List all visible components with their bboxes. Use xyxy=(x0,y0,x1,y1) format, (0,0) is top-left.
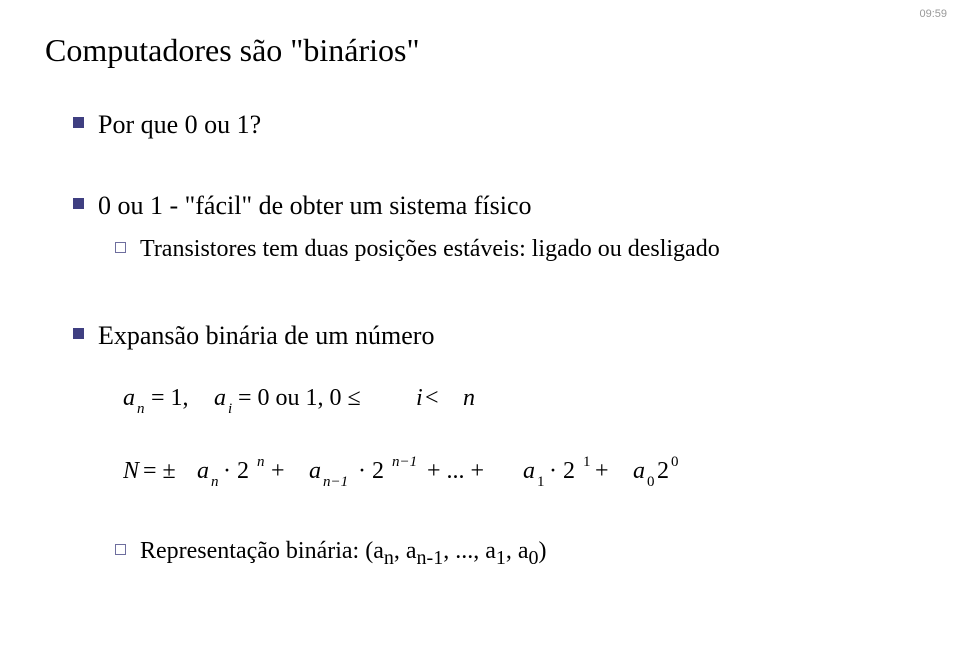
svg-text:= 1,: = 1, xyxy=(151,385,189,411)
sub-bullet-marker xyxy=(115,242,126,253)
svg-text:· 2: · 2 xyxy=(223,458,249,484)
bullet-text-1: Por que 0 ou 1? xyxy=(98,107,261,142)
formula-1-svg: a n = 1, a i = 0 ou 1, 0 ≤ i < n xyxy=(123,383,543,417)
svg-text:2: 2 xyxy=(657,458,669,484)
svg-text:a: a xyxy=(523,458,535,484)
svg-text:1: 1 xyxy=(583,454,591,470)
svg-text:n−1: n−1 xyxy=(323,474,348,490)
rep-sub-n: n xyxy=(384,546,394,568)
timestamp: 09:59 xyxy=(919,8,947,20)
svg-text:1: 1 xyxy=(537,474,545,490)
svg-text:<: < xyxy=(425,385,439,411)
svg-text:n−1: n−1 xyxy=(392,454,417,470)
sub-bullet-text-2a: Transistores tem duas posições estáveis:… xyxy=(140,233,720,265)
sub-bullet-item-2a: Transistores tem duas posições estáveis:… xyxy=(45,233,914,265)
svg-text:+: + xyxy=(595,458,609,484)
formula-1: a n = 1, a i = 0 ou 1, 0 ≤ i < n xyxy=(45,383,914,422)
svg-text:0: 0 xyxy=(671,454,679,470)
svg-text:= 0 ou 1, 0 ≤: = 0 ou 1, 0 ≤ xyxy=(238,385,361,411)
rep-prefix: Representação binária: (a xyxy=(140,538,384,564)
slide-title: Computadores são "binários" xyxy=(45,32,914,69)
rep-c2: , ..., a xyxy=(443,538,496,564)
bullet-marker xyxy=(73,328,84,339)
svg-text:a: a xyxy=(633,458,645,484)
sub-bullet-item-3a: Representação binária: (an, an-1, ..., a… xyxy=(45,535,914,572)
svg-text:0: 0 xyxy=(647,474,655,490)
rep-sub-nm1: n-1 xyxy=(417,546,444,568)
sub-bullet-marker xyxy=(115,544,126,555)
bullet-item-2: 0 ou 1 - "fácil" de obter um sistema fís… xyxy=(45,188,914,223)
svg-text:+ ... +: + ... + xyxy=(427,458,484,484)
rep-end: ) xyxy=(539,538,547,564)
svg-text:i: i xyxy=(228,401,232,417)
svg-text:n: n xyxy=(211,474,219,490)
svg-text:n: n xyxy=(257,454,265,470)
bullet-text-2: 0 ou 1 - "fácil" de obter um sistema fís… xyxy=(98,188,532,223)
svg-text:N: N xyxy=(123,458,141,484)
svg-text:n: n xyxy=(463,385,475,411)
sub-bullet-text-3a: Representação binária: (an, an-1, ..., a… xyxy=(140,535,547,572)
bullet-text-3: Expansão binária de um número xyxy=(98,318,434,353)
svg-text:n: n xyxy=(137,401,145,417)
svg-text:a: a xyxy=(309,458,321,484)
svg-text:a: a xyxy=(214,385,226,411)
rep-c3: , a xyxy=(506,538,529,564)
svg-text:· 2: · 2 xyxy=(549,458,575,484)
svg-text:= ±: = ± xyxy=(143,458,176,484)
rep-c1: , a xyxy=(394,538,417,564)
rep-sub-0: 0 xyxy=(529,546,539,568)
svg-text:i: i xyxy=(416,385,423,411)
bullet-item-3: Expansão binária de um número xyxy=(45,318,914,353)
formula-2: N = ± a n · 2 n + a n−1 · 2 n−1 + ... + … xyxy=(45,452,914,495)
rep-sub-1: 1 xyxy=(496,546,506,568)
bullet-marker xyxy=(73,198,84,209)
svg-text:a: a xyxy=(123,385,135,411)
formula-2-svg: N = ± a n · 2 n + a n−1 · 2 n−1 + ... + … xyxy=(123,452,763,490)
bullet-marker xyxy=(73,117,84,128)
svg-text:· 2: · 2 xyxy=(358,458,384,484)
bullet-item-1: Por que 0 ou 1? xyxy=(45,107,914,142)
svg-text:+: + xyxy=(271,458,285,484)
svg-text:a: a xyxy=(197,458,209,484)
